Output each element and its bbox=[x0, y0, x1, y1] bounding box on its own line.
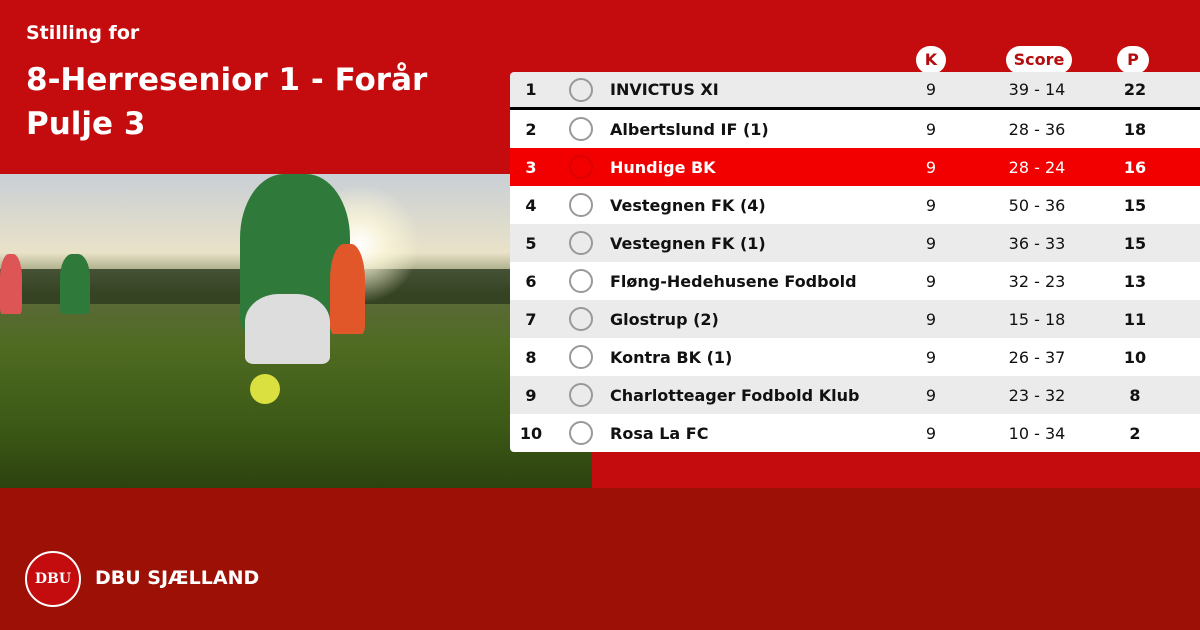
rank-cell: 4 bbox=[525, 195, 537, 215]
points-cell: 2 bbox=[1129, 423, 1141, 443]
matches-cell: 9 bbox=[925, 233, 937, 253]
matches-cell: 9 bbox=[925, 157, 937, 177]
rank-cell: 5 bbox=[525, 233, 537, 253]
team-name: Albertslund IF (1) bbox=[610, 119, 769, 139]
column-header-k: K bbox=[916, 46, 946, 74]
table-row: 2 Albertslund IF (1) 9 28 - 36 18 bbox=[510, 110, 1200, 148]
score-cell: 26 - 37 bbox=[1008, 347, 1066, 367]
table-row: 10 Rosa La FC 9 10 - 34 2 bbox=[510, 414, 1200, 452]
team-logo-icon bbox=[552, 155, 610, 179]
column-header-score: Score bbox=[1006, 46, 1072, 74]
table-row: 6 Fløng-Hedehusene Fodbold 9 32 - 23 13 bbox=[510, 262, 1200, 300]
title-line-2: Pulje 3 bbox=[26, 106, 146, 142]
table-row: 4 Vestegnen FK (4) 9 50 - 36 15 bbox=[510, 186, 1200, 224]
footer-name: DBU SJÆLLAND bbox=[95, 567, 260, 589]
matches-cell: 9 bbox=[925, 347, 937, 367]
team-name: Fløng-Hedehusene Fodbold bbox=[610, 271, 857, 291]
rank-cell: 6 bbox=[525, 271, 537, 291]
team-name: Charlotteager Fodbold Klub bbox=[610, 385, 860, 405]
team-logo-icon bbox=[552, 307, 610, 331]
score-cell: 32 - 23 bbox=[1008, 271, 1066, 291]
rank-cell: 1 bbox=[525, 80, 537, 99]
score-cell: 15 - 18 bbox=[1008, 309, 1066, 329]
team-logo-icon bbox=[552, 345, 610, 369]
team-name: Hundige BK bbox=[610, 157, 716, 177]
matches-cell: 9 bbox=[925, 195, 937, 215]
rank-cell: 8 bbox=[525, 347, 537, 367]
points-cell: 18 bbox=[1123, 119, 1147, 139]
rank-cell: 2 bbox=[525, 119, 537, 139]
team-logo-icon bbox=[552, 77, 610, 102]
page-title: 8-Herresenior 1 - Forår Pulje 3 bbox=[26, 58, 427, 146]
team-logo-icon bbox=[552, 421, 610, 445]
team-name: Rosa La FC bbox=[610, 423, 709, 443]
table-row: 3 Hundige BK 9 28 - 24 16 bbox=[510, 148, 1200, 186]
matches-cell: 9 bbox=[925, 119, 937, 139]
points-cell: 8 bbox=[1129, 385, 1141, 405]
table-row: 7 Glostrup (2) 9 15 - 18 11 bbox=[510, 300, 1200, 338]
table-row: 1 INVICTUS XI 9 39 - 14 22 bbox=[510, 72, 1200, 110]
dbu-logo: DBU bbox=[25, 551, 81, 607]
rank-cell: 10 bbox=[519, 423, 543, 443]
score-cell: 39 - 14 bbox=[1008, 80, 1066, 99]
points-cell: 11 bbox=[1123, 309, 1147, 329]
score-cell: 50 - 36 bbox=[1008, 195, 1066, 215]
title-line-1: 8-Herresenior 1 - Forår bbox=[26, 62, 428, 98]
team-name: Vestegnen FK (4) bbox=[610, 195, 766, 215]
points-cell: 16 bbox=[1123, 157, 1147, 177]
team-logo-icon bbox=[552, 231, 610, 255]
matches-cell: 9 bbox=[925, 423, 937, 443]
team-name: INVICTUS XI bbox=[610, 80, 719, 99]
points-cell: 15 bbox=[1123, 233, 1147, 253]
score-cell: 28 - 24 bbox=[1008, 157, 1066, 177]
team-logo-icon bbox=[552, 383, 610, 407]
score-cell: 36 - 33 bbox=[1008, 233, 1066, 253]
matches-cell: 9 bbox=[925, 385, 937, 405]
column-header-p: P bbox=[1117, 46, 1149, 74]
score-cell: 10 - 34 bbox=[1008, 423, 1066, 443]
points-cell: 10 bbox=[1123, 347, 1147, 367]
rank-cell: 7 bbox=[525, 309, 537, 329]
table-row: 9 Charlotteager Fodbold Klub 9 23 - 32 8 bbox=[510, 376, 1200, 414]
table-row: 8 Kontra BK (1) 9 26 - 37 10 bbox=[510, 338, 1200, 376]
matches-cell: 9 bbox=[925, 80, 937, 99]
points-cell: 13 bbox=[1123, 271, 1147, 291]
team-logo-icon bbox=[552, 269, 610, 293]
score-cell: 28 - 36 bbox=[1008, 119, 1066, 139]
matches-cell: 9 bbox=[925, 309, 937, 329]
table-row: 5 Vestegnen FK (1) 9 36 - 33 15 bbox=[510, 224, 1200, 262]
rank-cell: 3 bbox=[525, 157, 537, 177]
rank-cell: 9 bbox=[525, 385, 537, 405]
team-logo-icon bbox=[552, 117, 610, 141]
team-logo-icon bbox=[552, 193, 610, 217]
score-cell: 23 - 32 bbox=[1008, 385, 1066, 405]
subtitle: Stilling for bbox=[26, 22, 140, 44]
team-name: Glostrup (2) bbox=[610, 309, 719, 329]
points-cell: 15 bbox=[1123, 195, 1147, 215]
background-pattern bbox=[592, 452, 1200, 488]
football-photo bbox=[0, 174, 592, 488]
points-cell: 22 bbox=[1123, 80, 1147, 99]
team-name: Kontra BK (1) bbox=[610, 347, 733, 367]
matches-cell: 9 bbox=[925, 271, 937, 291]
standings-table: 1 INVICTUS XI 9 39 - 14 22 2 Albertslund IF (1… bbox=[510, 72, 1200, 452]
team-name: Vestegnen FK (1) bbox=[610, 233, 766, 253]
